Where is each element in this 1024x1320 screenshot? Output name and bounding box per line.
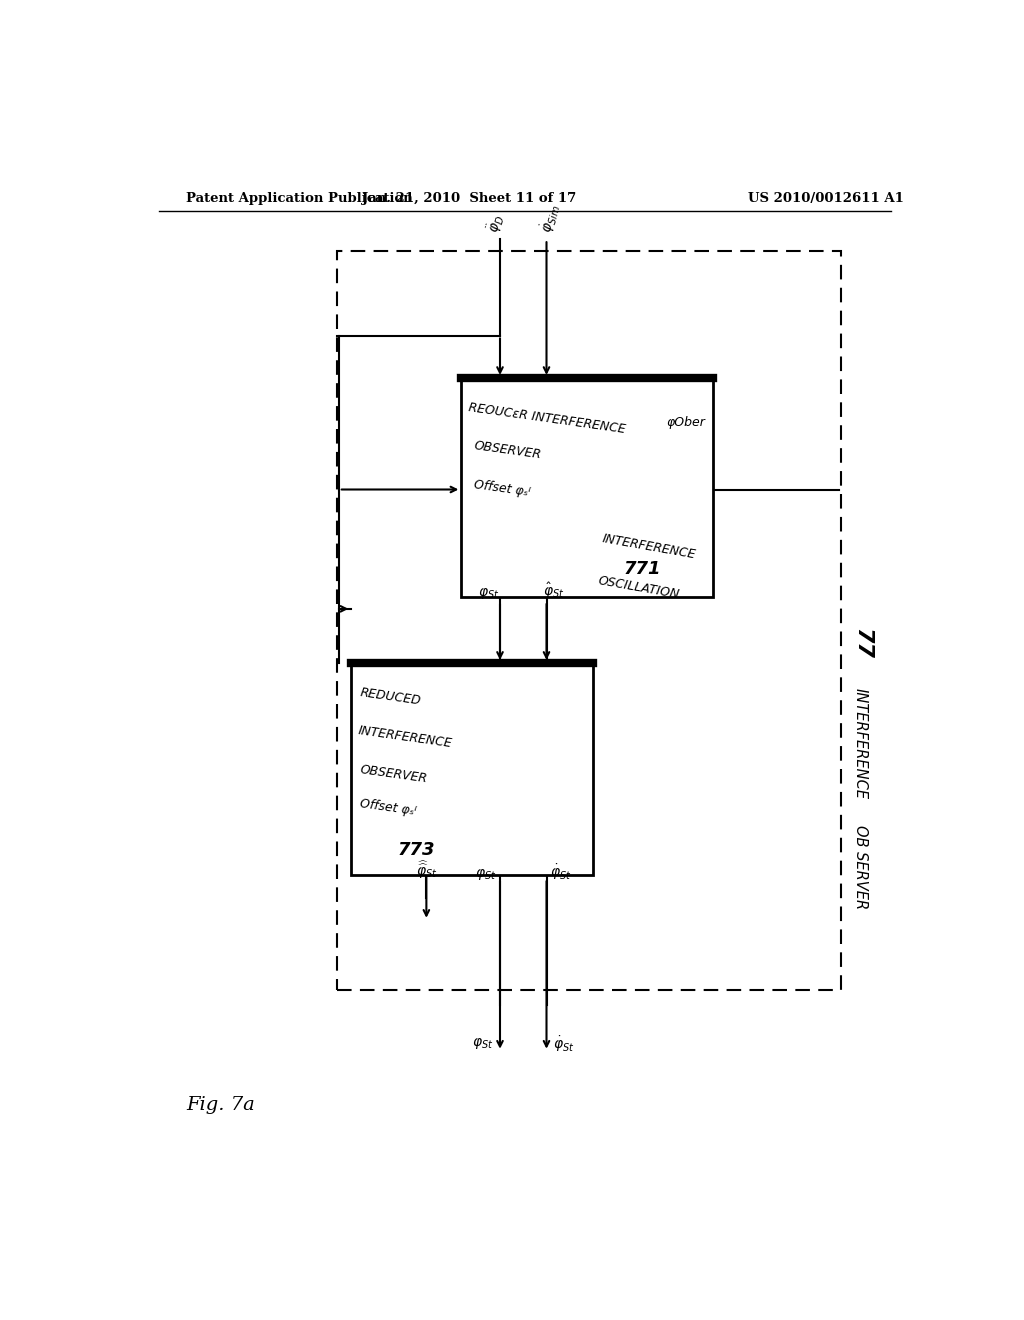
Bar [461, 378, 713, 598]
Text: $\widehat{\widehat{\varphi}}_{St}$: $\widehat{\widehat{\varphi}}_{St}$ [416, 858, 437, 880]
Text: Offset φₛᴵ: Offset φₛᴵ [359, 797, 417, 818]
Text: REDUCED: REDUCED [359, 686, 422, 708]
Text: INTERFERENCE: INTERFERENCE [357, 725, 454, 751]
Text: INTERFERENCE: INTERFERENCE [853, 688, 867, 799]
Text: US 2010/0012611 A1: US 2010/0012611 A1 [748, 191, 903, 205]
Text: OSCILLATION: OSCILLATION [597, 574, 680, 602]
Text: $\varphi_{St}$: $\varphi_{St}$ [475, 867, 496, 882]
Text: OBSERVER: OBSERVER [473, 440, 542, 462]
Bar [337, 251, 841, 990]
Text: $\hat{\varphi}_{St}$: $\hat{\varphi}_{St}$ [544, 581, 565, 601]
Text: 773: 773 [397, 841, 435, 859]
Text: 771: 771 [624, 560, 662, 578]
Text: Patent Application Publication: Patent Application Publication [186, 191, 413, 205]
Text: INTERFERENCE: INTERFERENCE [601, 532, 696, 561]
Text: Offset φₛᴵ: Offset φₛᴵ [473, 478, 531, 499]
Text: $\dot{\varphi}_{St}$: $\dot{\varphi}_{St}$ [553, 1034, 574, 1053]
Text: OBSERVER: OBSERVER [359, 763, 428, 785]
Text: $\varphi_{St}$: $\varphi_{St}$ [477, 586, 499, 601]
Text: Jan. 21, 2010  Sheet 11 of 17: Jan. 21, 2010 Sheet 11 of 17 [361, 191, 577, 205]
Text: OB SERVER: OB SERVER [853, 825, 867, 909]
Text: φOber: φOber [667, 416, 706, 429]
Bar [351, 663, 593, 875]
Text: $\dot{\varphi}_{St}$: $\dot{\varphi}_{St}$ [550, 862, 572, 882]
Text: $\varphi_{St}$: $\varphi_{St}$ [472, 1036, 494, 1052]
Text: REOUCεR INTERFERENCE: REOUCεR INTERFERENCE [467, 401, 627, 436]
Text: Fig. 7a: Fig. 7a [186, 1097, 255, 1114]
Text: 77: 77 [853, 628, 872, 659]
Text: $\ddot{\varphi}_D$: $\ddot{\varphi}_D$ [484, 213, 508, 235]
Text: $\dot{\varphi}_{Sim}$: $\dot{\varphi}_{Sim}$ [538, 202, 563, 235]
